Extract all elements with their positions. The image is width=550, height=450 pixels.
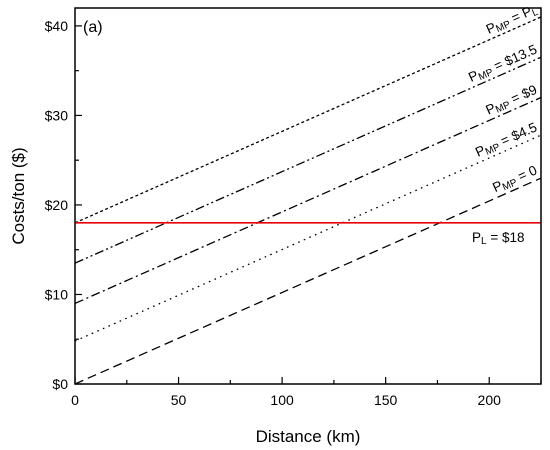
y-tick-label: $10 xyxy=(45,286,69,302)
x-tick-label: 0 xyxy=(71,392,79,408)
series-line-2 xyxy=(74,96,542,305)
x-tick-label: 150 xyxy=(374,392,398,408)
plot-frame xyxy=(74,7,542,385)
series-line-4 xyxy=(74,177,542,385)
series-label-5: PL = $18 xyxy=(472,230,525,247)
y-tick-label: $0 xyxy=(52,376,68,392)
plot-lines xyxy=(74,16,542,385)
x-tick-label: 100 xyxy=(270,392,294,408)
series-line-0 xyxy=(74,16,542,224)
series-line-1 xyxy=(74,56,542,264)
y-axis-title: Costs/ton ($) xyxy=(9,147,28,244)
series-label-0: PMP = PL xyxy=(484,1,541,39)
series-label-2: PMP = $9 xyxy=(483,82,540,120)
x-axis: 0 50 100 150 200 xyxy=(71,377,542,408)
series-label-3: PMP = $4.5 xyxy=(473,119,540,161)
series-label-1: PMP = $13.5 xyxy=(466,42,540,87)
y-tick-label: $20 xyxy=(45,197,69,213)
panel-label: (a) xyxy=(83,19,103,36)
y-tick-label: $30 xyxy=(45,107,69,123)
y-tick-label: $40 xyxy=(45,18,69,34)
x-tick-label: 50 xyxy=(171,392,187,408)
x-axis-title: Distance (km) xyxy=(256,427,361,446)
y-axis: $0 $10 $20 $30 $40 xyxy=(45,18,82,392)
series-label-4: PMP = 0 xyxy=(490,162,540,197)
x-tick-label: 200 xyxy=(478,392,502,408)
